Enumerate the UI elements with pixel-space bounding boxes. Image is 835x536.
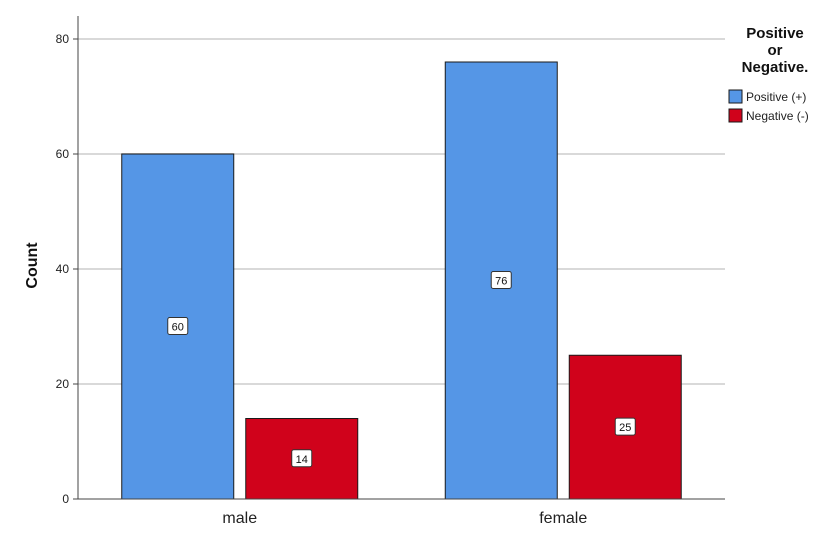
legend-title-line: or bbox=[768, 42, 783, 59]
data-label: 76 bbox=[495, 276, 507, 288]
legend-label: Positive (+) bbox=[746, 90, 806, 104]
data-label-box bbox=[490, 271, 512, 289]
legend-swatch bbox=[728, 89, 743, 104]
data-labels: 60 14 76 25 bbox=[167, 271, 636, 468]
data-label: 14 bbox=[296, 454, 308, 466]
data-label: 25 bbox=[619, 422, 631, 434]
legend-swatch bbox=[728, 108, 743, 123]
x-category-label: male bbox=[222, 510, 257, 527]
legend-title-line: Positive bbox=[746, 25, 804, 42]
y-axis-title: Count bbox=[24, 242, 41, 289]
bar-male-positive bbox=[121, 153, 235, 500]
y-tick-label: 0 bbox=[62, 492, 69, 506]
data-label-box bbox=[291, 449, 313, 468]
data-label-box bbox=[614, 417, 636, 436]
y-tick-label: 60 bbox=[56, 147, 70, 161]
y-tick-label: 20 bbox=[56, 377, 70, 391]
y-axis-ticks: 0 20 40 60 80 bbox=[56, 32, 78, 506]
legend-label: Negative (-) bbox=[746, 109, 809, 123]
data-label: 60 bbox=[172, 322, 184, 334]
y-tick-label: 40 bbox=[56, 262, 70, 276]
data-label-box bbox=[167, 317, 189, 335]
x-axis-categories: male female bbox=[222, 510, 587, 527]
y-tick-label: 80 bbox=[56, 32, 70, 46]
legend-title-line: Negative. bbox=[742, 59, 809, 76]
x-category-label: female bbox=[539, 510, 587, 527]
bars bbox=[121, 61, 682, 500]
